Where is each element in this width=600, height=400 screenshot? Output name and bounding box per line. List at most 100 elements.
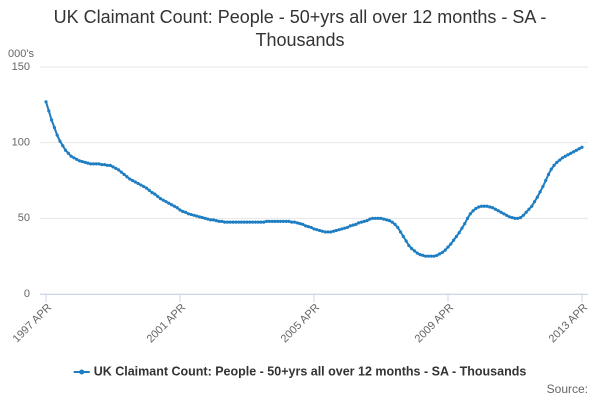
data-point [197,215,202,219]
data-point [558,158,562,162]
data-point [451,238,456,242]
data-point [516,216,520,220]
data-point [125,175,129,179]
data-point [474,206,478,211]
data-point [334,228,338,233]
data-point [111,165,115,169]
data-point [119,170,123,174]
data-point [407,243,411,248]
data-point [505,213,509,217]
data-point [390,220,394,224]
data-point [521,213,525,217]
data-point [544,178,548,183]
data-point [404,239,408,243]
data-point [63,148,68,152]
data-point [468,212,472,216]
data-point [55,133,59,137]
data-point [86,161,90,165]
data-point [471,209,475,213]
data-point [499,210,503,214]
data-point [398,230,403,234]
data-point [371,216,375,220]
line-series [45,101,583,258]
data-point [343,226,347,230]
data-point [276,219,280,223]
data-point [530,204,534,208]
data-point [510,215,514,220]
x-tick-label: 2009 APR [413,302,457,346]
data-point [69,154,73,158]
data-point [446,245,450,249]
data-point [563,154,567,158]
data-point [415,251,419,255]
data-point [256,220,260,224]
data-point [331,229,336,233]
legend-symbol-dot [79,369,85,375]
data-point [217,219,221,223]
data-point [298,222,302,226]
chart-title: UK Claimant Count: People - 50+yrs all o… [53,7,547,50]
y-tick-label: 100 [12,137,30,149]
data-point [502,212,506,216]
data-point [278,219,283,223]
data-point [306,225,311,229]
data-point [228,220,232,224]
data-point [438,252,442,256]
data-point [454,234,458,239]
data-point [309,225,313,230]
data-point [337,228,341,232]
data-point [167,201,171,205]
data-point [66,151,70,155]
y-tick-label: 150 [12,61,30,73]
data-point [253,220,257,224]
data-point [223,220,227,224]
data-point [158,197,163,201]
data-point [348,224,352,228]
data-point [577,147,581,151]
data-point [116,168,121,172]
data-point [351,223,355,227]
data-point [527,207,531,211]
data-point [387,219,391,223]
data-point [373,216,378,220]
data-point [234,220,238,224]
data-point [354,222,358,226]
data-point [507,215,512,219]
data-point [245,220,249,224]
data-point [513,216,517,220]
data-point [161,198,165,202]
data-point [58,139,62,143]
data-point [479,204,484,208]
data-point [164,200,168,204]
data-point [206,217,210,221]
data-point [359,220,364,224]
x-tick-label: 2013 APR [547,302,591,346]
legend-label: UK Claimant Count: People - 50+yrs all o… [94,364,527,378]
data-point [555,160,559,164]
data-point [114,166,118,170]
data-point [410,247,414,251]
data-point [273,219,277,223]
data-point [178,208,182,212]
data-point [172,204,177,208]
data-point [412,249,417,253]
data-point [242,220,246,224]
data-point [482,204,486,208]
data-point [237,220,241,224]
data-point [105,163,110,167]
data-point [61,144,65,148]
data-point [574,148,579,152]
data-point [552,163,556,167]
data-point [541,184,545,189]
data-point [89,162,93,166]
data-point [449,242,453,246]
data-point [49,118,54,122]
data-point [139,183,143,187]
data-point [264,219,269,223]
data-point [435,253,439,258]
data-point [189,212,193,217]
data-point [315,228,319,232]
data-point [103,163,107,167]
data-point [491,206,495,210]
